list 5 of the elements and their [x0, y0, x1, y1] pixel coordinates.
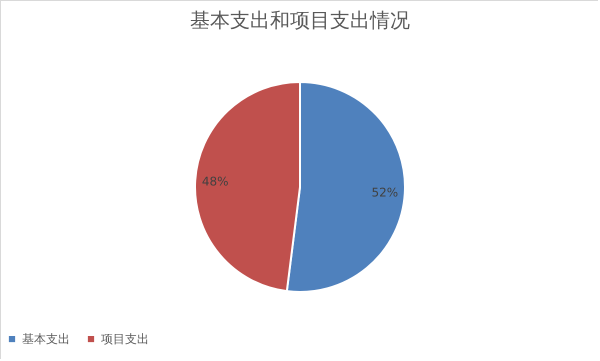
chart-title: 基本支出和项目支出情况	[190, 8, 410, 32]
data-label: 52%	[371, 185, 398, 200]
data-label: 48%	[202, 174, 229, 189]
legend-label: 项目支出	[101, 332, 149, 346]
legend-label: 基本支出	[22, 332, 70, 346]
